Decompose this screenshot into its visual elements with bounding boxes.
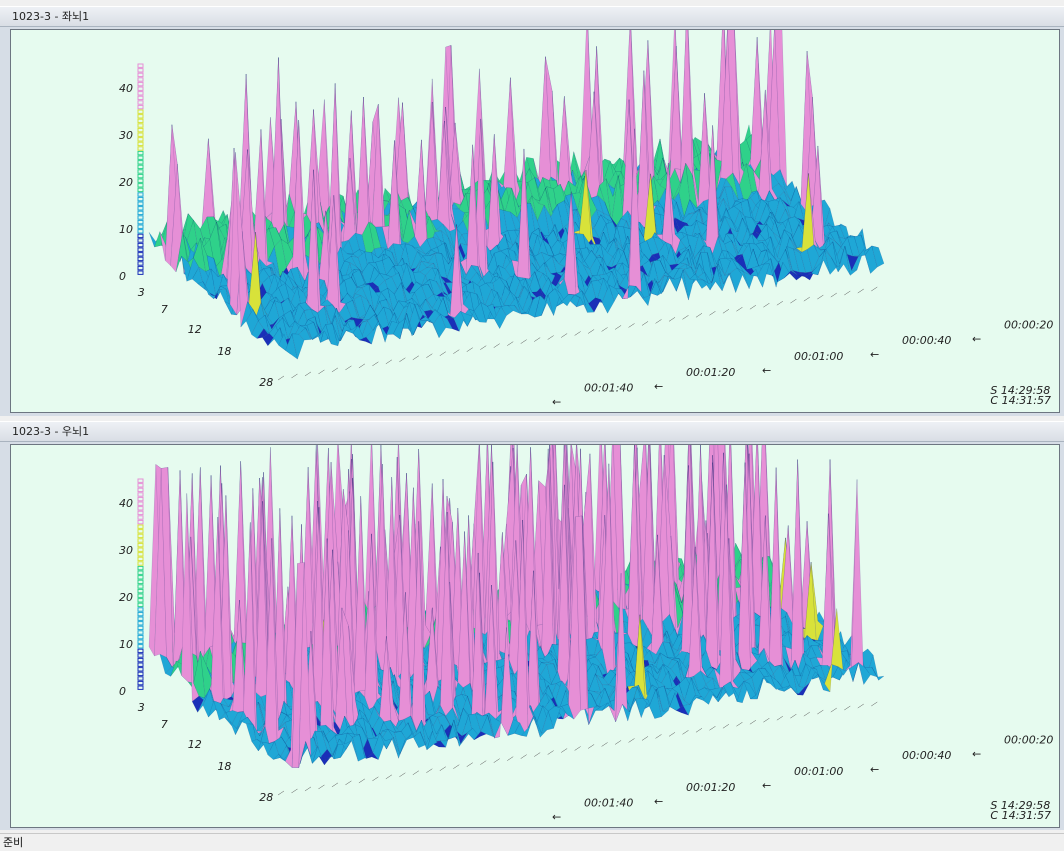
z-tick-label: 0 [119,685,126,698]
floor-edge [277,286,878,381]
time-arrow-icon: ← [972,748,981,761]
time-tick-label: 00:00:20 [1004,734,1053,747]
waterfall-chart-right: 0 10 20 30 40 3 7 12 18 28 00:00:20 ← 00:00:40 ← 00:01… [119,445,1053,824]
status-bar: 준비 [0,833,1064,850]
time-arrow-icon: ← [870,763,879,776]
time-arrow-icon: ← [654,380,663,393]
time-tick-label: 00:01:20 [686,781,735,794]
panel-title-right: 1023-3 - 우뇌1 [0,422,1064,442]
current-time-right: C 14:31:57 [990,809,1051,822]
time-tick-label: 00:01:00 [794,765,843,778]
time-tick-label: 00:00:40 [902,749,951,762]
surface-mesh [148,30,885,360]
depth-tick-label: 12 [188,323,202,336]
time-arrow-icon: ← [762,364,771,377]
time-arrow-icon: ← [870,348,879,361]
z-tick-label: 40 [119,497,133,510]
start-time-right: S 14:29:58 [990,799,1051,812]
depth-tick-label: 18 [217,345,231,358]
z-scale-bar [137,478,144,690]
depth-tick-label: 28 [259,791,273,804]
z-tick-label: 30 [119,129,133,142]
time-tick-label: 00:01:40 [584,382,633,395]
z-tick-label: 10 [119,223,133,236]
3d-plot-right[interactable]: 0 10 20 30 40 3 7 12 18 28 00:00:20 ← 00:00:40 ← 00:01… [10,444,1060,828]
time-tick-label: 00:01:00 [794,350,843,363]
z-tick-label: 0 [119,270,126,283]
start-time-left: S 14:29:58 [990,384,1051,397]
time-tick-label: 00:00:40 [902,334,951,347]
z-tick-label: 30 [119,544,133,557]
timestamp-block-left: S 14:29:58 C 14:31:57 [990,384,1051,407]
current-time-left: C 14:31:57 [990,394,1051,407]
time-tick-label: 00:01:40 [584,797,633,810]
floor-edge [277,701,878,796]
time-arrow-icon: ← [654,795,663,808]
time-arrow-icon: ← [552,811,561,824]
depth-tick-label: 3 [138,701,145,714]
depth-tick-label: 7 [161,303,168,316]
3d-plot-left[interactable]: 0 10 20 30 40 3 7 12 18 28 00:00:20 ← 00:00:40 ← 00:01… [10,29,1060,413]
time-arrow-icon: ← [762,779,771,792]
panel-title-left: 1023-3 - 좌뇌1 [0,7,1064,27]
depth-tick-label: 28 [259,376,273,389]
spectrogram-panel-right: 1023-3 - 우뇌1 0 10 20 30 40 3 7 12 18 28 00:00:20 ← 0… [0,421,1064,830]
time-tick-label: 00:00:20 [1004,319,1053,332]
depth-tick-label: 7 [161,718,168,731]
time-tick-label: 00:01:20 [686,366,735,379]
depth-tick-label: 18 [217,760,231,773]
time-arrow-icon: ← [972,333,981,346]
depth-tick-label: 3 [138,286,145,299]
z-tick-label: 20 [119,176,133,189]
waterfall-chart-left: 0 10 20 30 40 3 7 12 18 28 00:00:20 ← 00:00:40 ← 00:01… [119,30,1053,409]
status-text: 준비 [3,836,24,849]
surface-mesh [148,445,885,769]
z-tick-label: 10 [119,638,133,651]
z-tick-label: 40 [119,82,133,95]
timestamp-block-right: S 14:29:58 C 14:31:57 [990,799,1051,822]
time-arrow-icon: ← [552,396,561,409]
z-tick-label: 20 [119,591,133,604]
depth-tick-label: 12 [188,738,202,751]
spectrogram-panel-left: 1023-3 - 좌뇌1 0 10 20 30 40 3 7 12 18 28 00:00:20 ← 0… [0,6,1064,416]
z-scale-bar [137,63,144,275]
